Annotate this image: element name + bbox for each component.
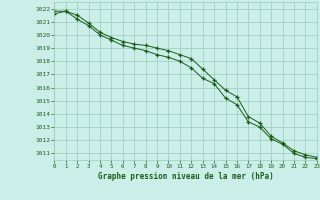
X-axis label: Graphe pression niveau de la mer (hPa): Graphe pression niveau de la mer (hPa) <box>98 172 274 181</box>
